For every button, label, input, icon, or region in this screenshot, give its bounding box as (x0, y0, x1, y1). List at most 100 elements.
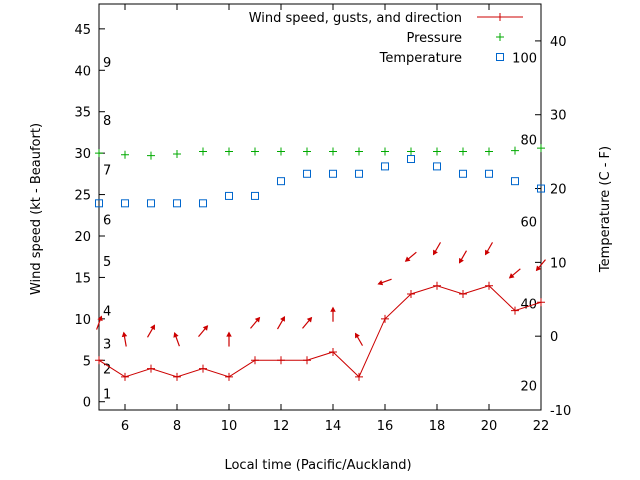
wind-direction-arrow (198, 325, 209, 338)
legend-item: Wind speed, gusts, and direction (249, 11, 523, 26)
wind-speed-point (225, 372, 233, 381)
wind-speed-point (329, 348, 337, 356)
wind-direction-arrow (276, 316, 286, 330)
wind-direction-arrow (484, 242, 494, 256)
wind-speed-point (433, 281, 441, 290)
pressure-point (303, 147, 311, 156)
wind-speed-point (381, 314, 389, 323)
wind-direction-arrow (535, 259, 546, 272)
wind-direction-arrow (377, 278, 392, 286)
y-tick-label-right: 0 (550, 330, 558, 345)
temperature-point (355, 169, 363, 178)
wind-arrow-head (121, 331, 128, 338)
legend-square-marker (496, 53, 504, 61)
temperature-point (485, 169, 493, 178)
y-tick-label-left: 20 (74, 230, 91, 245)
x-tick-label: 14 (325, 419, 342, 434)
y-tick-label-left: 0 (83, 396, 91, 411)
y-tick-label-left: 35 (74, 106, 91, 121)
pressure-point (459, 147, 467, 156)
fahrenheit-label: 60 (520, 215, 537, 230)
wind-arrow-head (97, 315, 103, 322)
pressure-point (355, 147, 363, 156)
y-tick-label-left: 45 (74, 23, 91, 38)
wind-speed-point (173, 372, 181, 381)
wind-speed-point (511, 306, 519, 315)
pressure-point (277, 147, 285, 156)
wind-speed-point (277, 356, 285, 365)
wind-arrow-head (202, 325, 209, 331)
legend-plus-marker (496, 13, 504, 21)
pressure-point (329, 147, 337, 156)
wind-direction-arrow (508, 268, 521, 279)
fahrenheit-label: 100 (512, 51, 537, 66)
temperature-point (225, 191, 233, 200)
wind-arrow-head (330, 306, 336, 312)
wind-direction-arrow (354, 332, 364, 346)
pressure-point (147, 151, 155, 160)
pressure-point (407, 147, 415, 156)
pressure-point (537, 144, 545, 153)
plot-frame (98, 3, 542, 411)
legend-label: Pressure (406, 31, 462, 46)
legend-label: Temperature (379, 51, 462, 66)
wind-arrow-head (173, 332, 179, 338)
temperature-point (121, 199, 129, 208)
legend-label: Wind speed, gusts, and direction (249, 11, 462, 26)
pressure-point (225, 147, 233, 156)
y-tick-label-left: 30 (74, 147, 91, 162)
wind-arrow-head (280, 316, 286, 322)
pressure-point (433, 147, 441, 156)
y-axis-label-right: Temperature (C - F) (598, 146, 613, 273)
temperature-point (95, 199, 103, 208)
y-tick-label-right: 40 (550, 35, 567, 50)
fahrenheit-label: 80 (520, 133, 537, 148)
wind-direction-arrow (96, 315, 103, 330)
temperature-point (511, 177, 519, 186)
wind-arrow-head (484, 249, 490, 256)
beaufort-label: 7 (103, 164, 111, 179)
pressure-point (173, 149, 181, 158)
temperature-point (381, 162, 389, 171)
wind-speed-point (407, 290, 415, 298)
wind-direction-arrow (226, 331, 232, 347)
wind-speed-point (121, 372, 129, 381)
temperature-point (199, 199, 207, 208)
x-tick-label: 22 (533, 419, 550, 434)
wind-speed-point (485, 281, 493, 290)
axes-layer: 6 8 10 12 14 16 18 20 22051015202530354045-10010… (74, 3, 571, 434)
beaufort-label: 5 (103, 255, 111, 270)
x-tick-label: 20 (481, 419, 498, 434)
beaufort-label: 4 (103, 305, 111, 320)
pressure-point (511, 146, 519, 155)
wind-direction-arrow (302, 316, 313, 329)
temperature-point (251, 191, 259, 200)
x-tick-label: 8 (173, 419, 181, 434)
wind-direction-arrow (173, 332, 180, 347)
temperature-point (173, 199, 181, 208)
beaufort-label: 6 (103, 213, 111, 228)
y-tick-label-right: 10 (550, 256, 567, 271)
wind-arrow-head (306, 316, 313, 323)
wind-speed-line (98, 285, 542, 378)
x-tick-label: 18 (429, 419, 446, 434)
x-tick-label: 12 (273, 419, 290, 434)
wind-direction-arrow (146, 324, 156, 338)
temperature-point (147, 199, 155, 208)
wind-speed-point (199, 364, 207, 373)
x-tick-label: 10 (221, 419, 238, 434)
fahrenheit-label: 40 (520, 297, 537, 312)
wind-arrow-head (508, 273, 515, 279)
wind-speed-point (303, 356, 311, 365)
wind-arrow-head (150, 324, 156, 331)
fahrenheit-label: 20 (520, 379, 537, 394)
wind-direction-arrow (330, 306, 336, 322)
wind-arrow-head (404, 256, 411, 262)
wind-direction-arrow (432, 242, 442, 256)
beaufort-label: 3 (103, 338, 111, 353)
temperature-point (277, 177, 285, 186)
wind-arrow-head (354, 332, 360, 339)
wind-arrow-head (432, 249, 438, 256)
temperature-point (459, 169, 467, 178)
